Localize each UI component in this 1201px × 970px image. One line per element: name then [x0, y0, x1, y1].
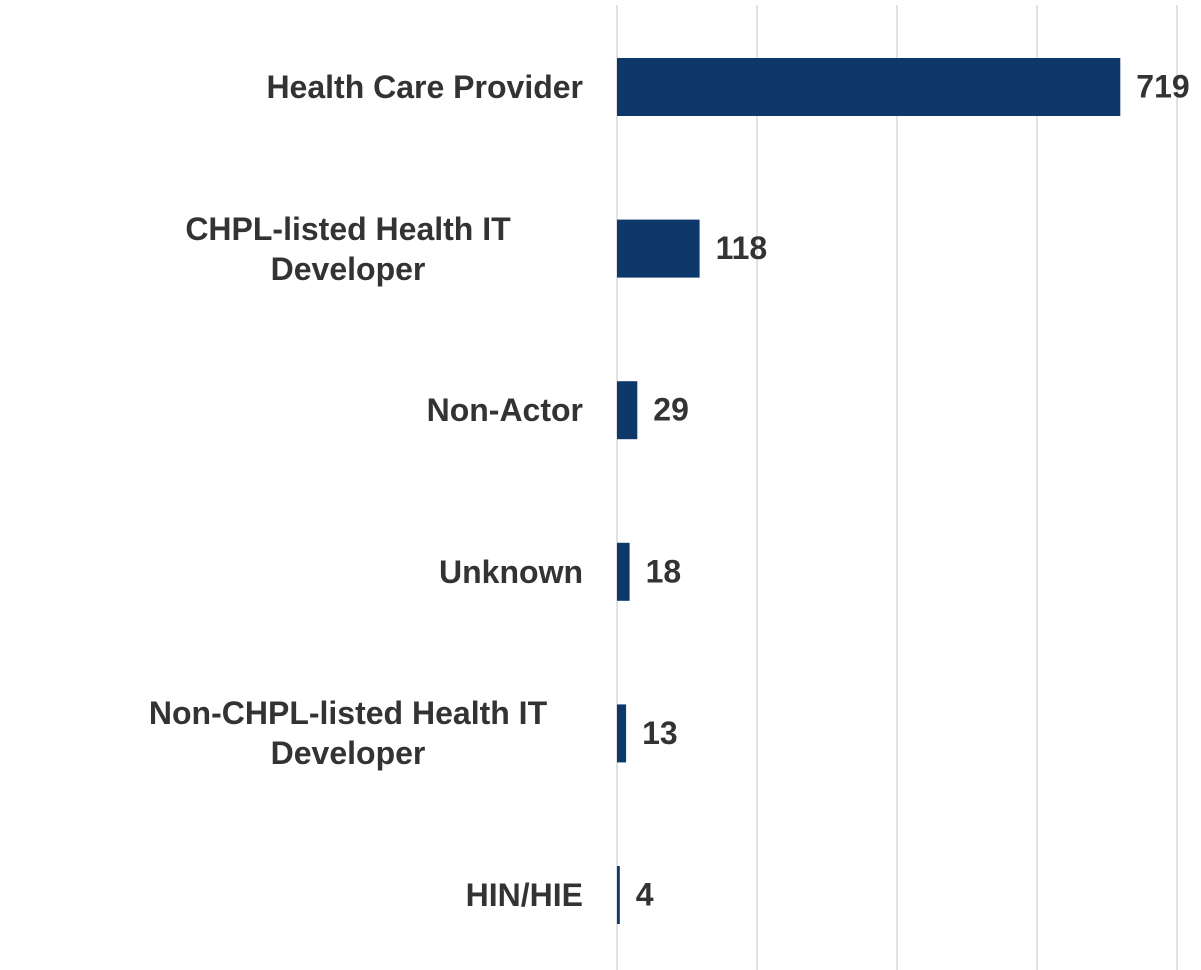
bar: [617, 219, 700, 278]
value-label: 18: [646, 553, 682, 589]
value-label: 13: [642, 715, 678, 751]
bar: [617, 542, 630, 601]
bar: [617, 866, 620, 924]
category-label: Unknown: [439, 553, 583, 590]
category-label: Health Care Provider: [266, 69, 583, 105]
value-label: 719: [1136, 68, 1189, 104]
bar: [617, 704, 627, 763]
value-label: 118: [716, 230, 768, 266]
category-label: Non-Actor: [426, 392, 583, 429]
bar: [617, 381, 638, 440]
bar: [617, 58, 1121, 116]
value-label: 29: [653, 392, 689, 428]
value-label: 4: [636, 876, 654, 912]
category-label: HIN/HIE: [465, 877, 583, 913]
category-label: Non-CHPL-listed Health IT Developer: [148, 695, 548, 772]
category-label: CHPL-listed Health IT Developer: [185, 210, 511, 287]
